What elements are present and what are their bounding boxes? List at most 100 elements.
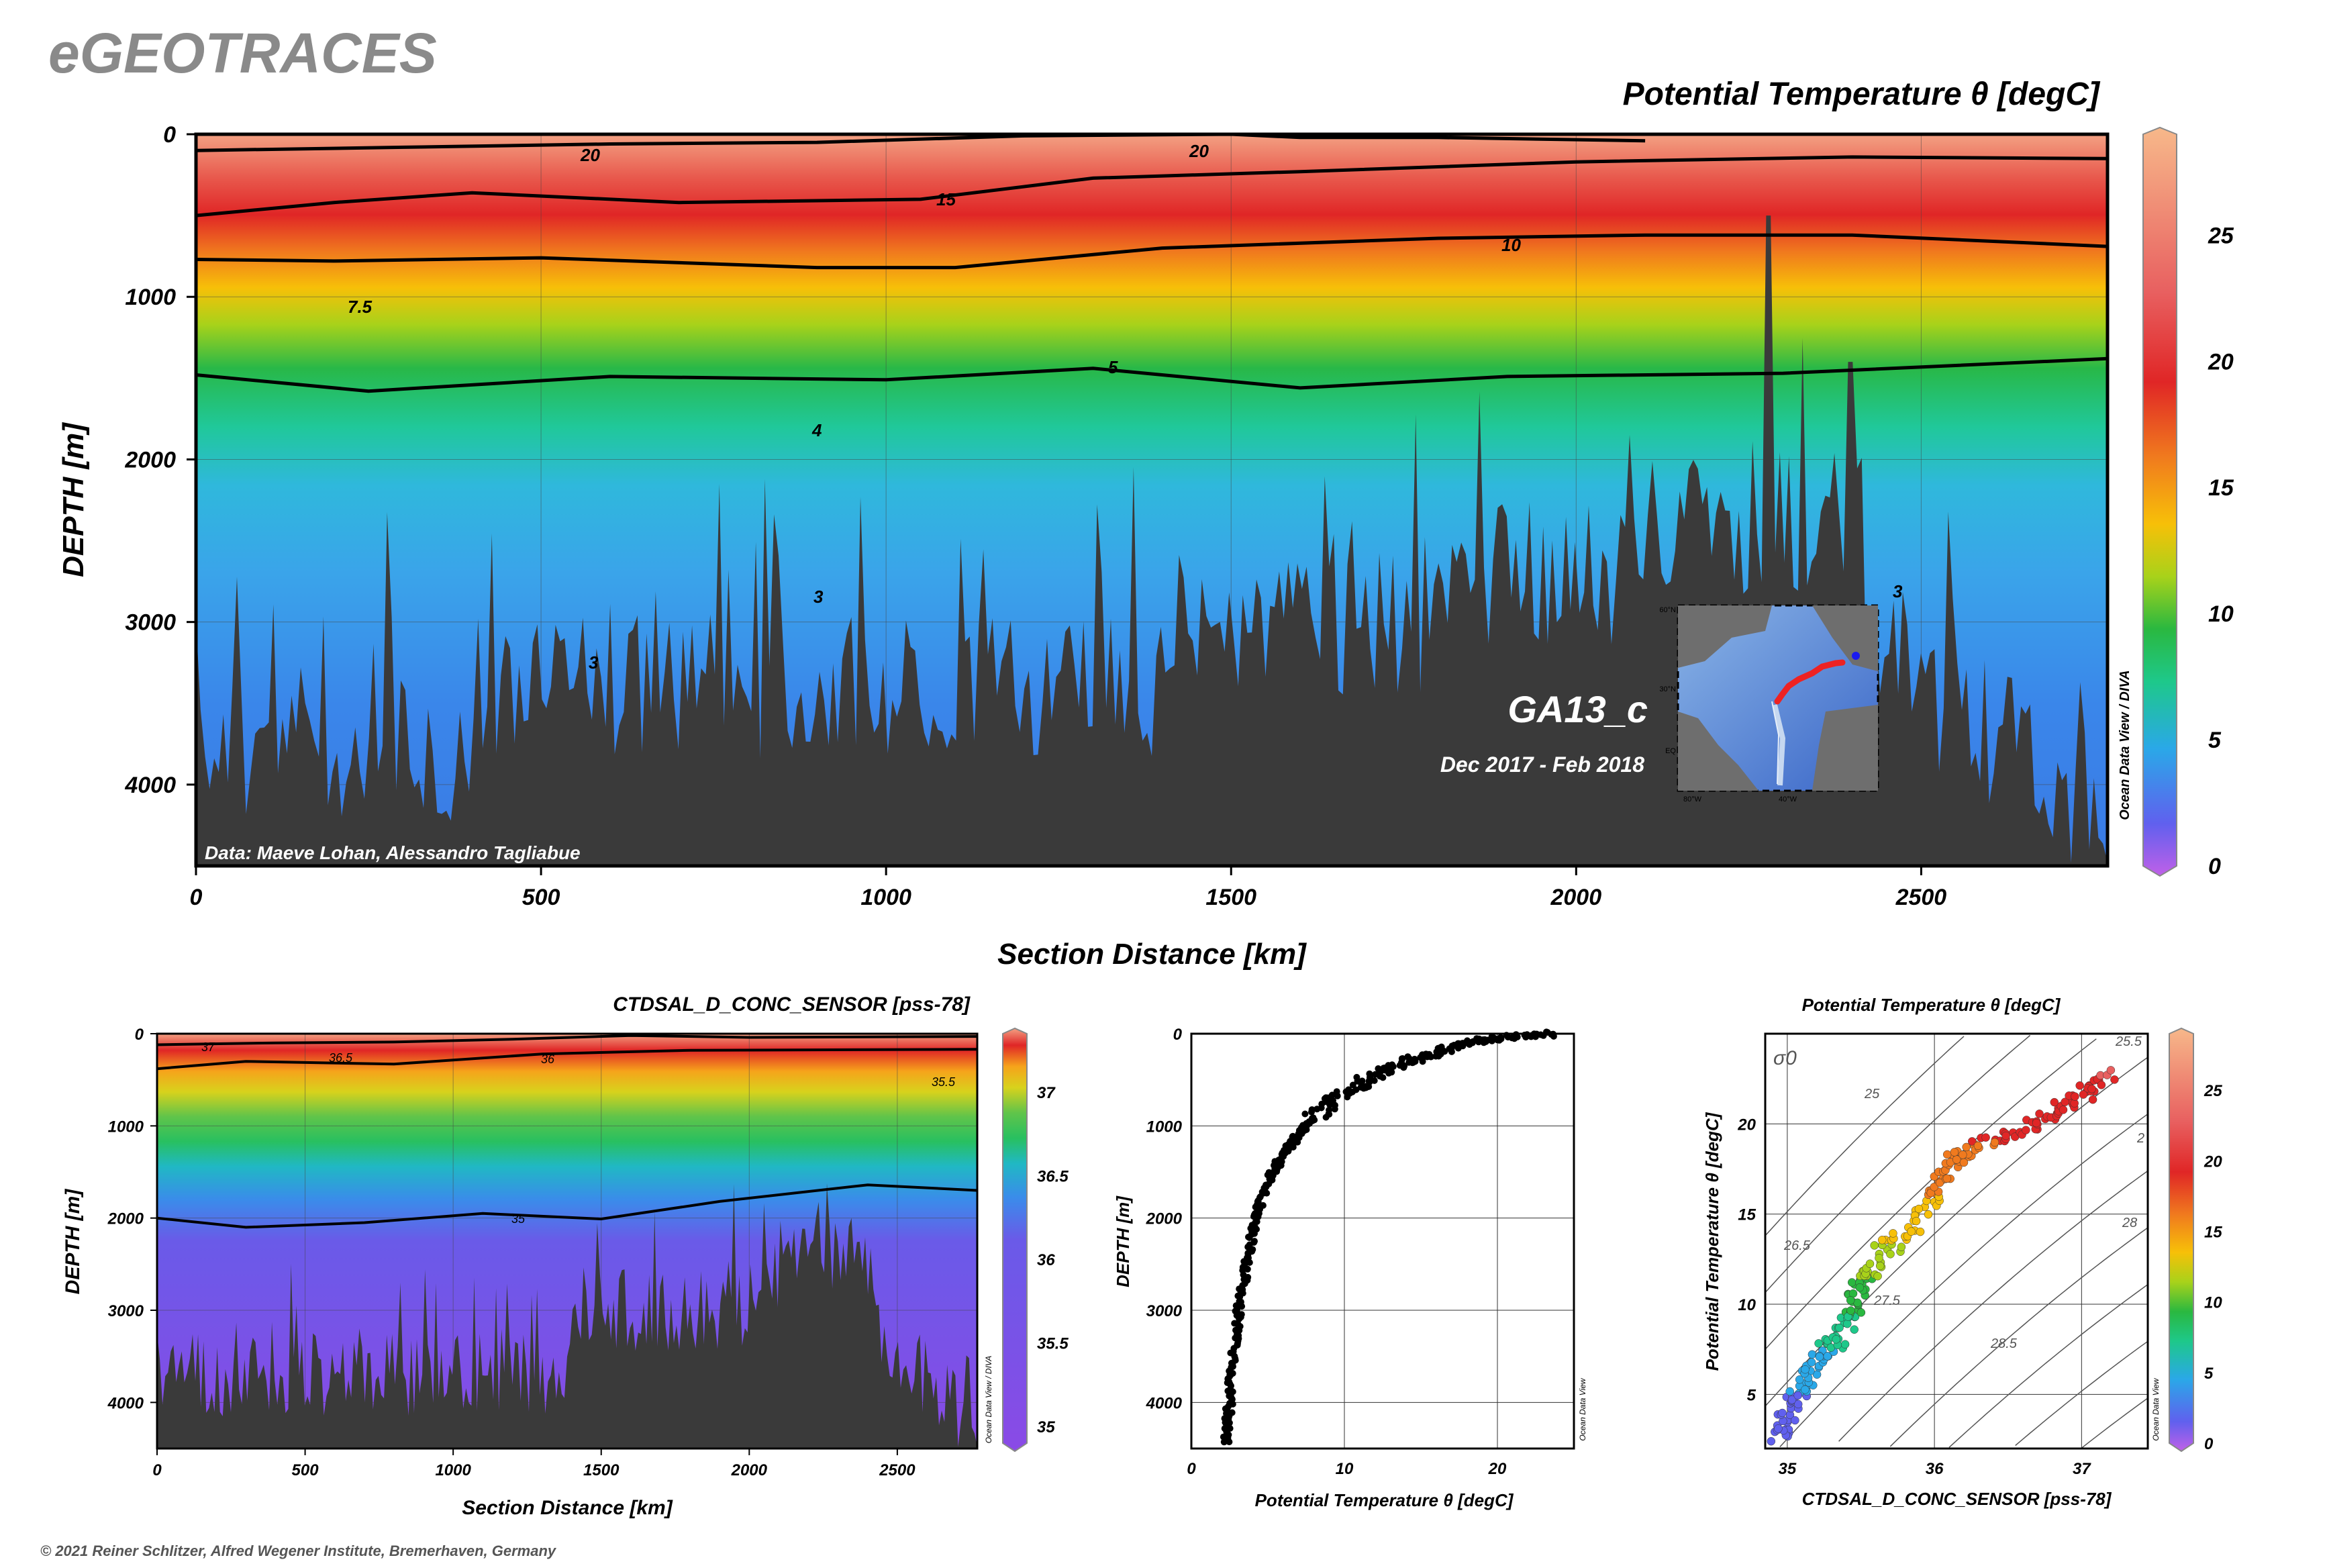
ts-point: [1875, 1261, 1885, 1271]
ts-plot-frame: [1764, 1032, 2149, 1450]
salinity-x-ticks: 0 500 1000 1500 2000 2500: [152, 1449, 915, 1479]
ts-point: [1791, 1416, 1799, 1425]
ts-density-25-5: 25.5: [2115, 1034, 2142, 1049]
profile-point: [1454, 1044, 1462, 1052]
main-y-ticks: 0 1000 2000 3000 4000: [124, 122, 196, 798]
profile-x-tick-label: 0: [1187, 1460, 1196, 1478]
ts-point: [2032, 1118, 2041, 1128]
ts-point: [1870, 1241, 1879, 1250]
ts-point: [1801, 1365, 1810, 1374]
ts-point: [1787, 1395, 1797, 1404]
profile-point: [1334, 1092, 1341, 1099]
salinity-colorbar-tick: 35: [1037, 1418, 1055, 1436]
ts-point: [1808, 1350, 1817, 1359]
main-x-tick-label: 2500: [1895, 885, 1947, 910]
profile-y-tick-label: 1000: [1146, 1118, 1183, 1136]
main-y-tick-label: 4000: [124, 773, 176, 798]
main-x-tick-label: 2000: [1550, 885, 1601, 910]
salinity-colorbar-tick: 37: [1037, 1084, 1056, 1102]
profile-point: [1405, 1059, 1413, 1066]
salinity-section-plot: CTDSAL_D_CONC_SENSOR [pss-78] 37 36.5 36…: [62, 993, 1069, 1519]
copyright-notice: © 2021 Reiner Schlitzer, Alfred Wegener …: [40, 1542, 557, 1559]
contour-label-20a: 20: [580, 145, 600, 165]
cruise-label: GA13_c: [1507, 688, 1648, 730]
ts-point: [1981, 1133, 1990, 1142]
salinity-side-label: Ocean Data View / DIVA: [984, 1356, 993, 1444]
main-x-tick-label: 0: [190, 885, 203, 910]
ts-colorbar-tick: 15: [2204, 1223, 2222, 1241]
ts-point: [1843, 1319, 1852, 1328]
profile-point: [1326, 1101, 1334, 1108]
main-y-tick-label: 0: [163, 122, 176, 148]
profile-y-tick-label: 3000: [1146, 1302, 1183, 1320]
profile-point: [1475, 1038, 1482, 1046]
profile-point: [1348, 1088, 1356, 1095]
main-contours: [195, 132, 2108, 393]
profile-x-tick-label: 20: [1488, 1460, 1507, 1478]
map-lon-40: 40°W: [1779, 795, 1797, 803]
sal-contour-label-35: 35: [511, 1212, 526, 1226]
salinity-x-tick-label: 2000: [731, 1461, 768, 1479]
ts-point: [1767, 1436, 1776, 1446]
profile-point: [1419, 1058, 1426, 1065]
salinity-colorbar-tick: 35.5: [1037, 1335, 1069, 1353]
profile-plot-field: [1191, 1034, 1574, 1449]
ts-side-label: Ocean Data View: [2151, 1377, 2161, 1440]
ts-chart-title: Potential Temperature θ [degC]: [1802, 995, 2061, 1015]
contour-label-20b: 20: [1189, 141, 1209, 161]
profile-point: [1480, 1038, 1487, 1046]
map-lat-30: 30°N: [1659, 685, 1676, 693]
salinity-x-tick-label: 0: [152, 1461, 162, 1479]
sal-contour-label-36-5: 36.5: [329, 1051, 353, 1065]
main-y-tick-label: 2000: [124, 447, 176, 473]
map-lon-80: 80°W: [1683, 795, 1702, 803]
ts-point: [1935, 1178, 1944, 1187]
map-lat-eq: EQ: [1665, 747, 1676, 755]
ts-point: [1914, 1204, 1924, 1214]
main-x-tick-label: 1500: [1205, 885, 1256, 910]
ts-point: [2071, 1092, 2079, 1101]
main-colorbar-tick: 0: [2208, 854, 2221, 879]
profile-point: [1230, 1363, 1236, 1370]
profile-point: [1494, 1036, 1501, 1042]
profile-side-label: Ocean Data View: [1578, 1377, 1587, 1440]
main-colorbar-tick: 25: [2208, 223, 2234, 248]
salinity-y-tick-label: 0: [135, 1026, 144, 1044]
ts-point: [1778, 1408, 1787, 1418]
contour-label-4: 4: [811, 420, 822, 440]
profile-points: [1220, 1028, 1557, 1446]
profile-y-tick-label: 0: [1173, 1026, 1183, 1044]
profile-y-ticks: 0 1000 2000 3000 4000: [1146, 1026, 1183, 1412]
profile-point: [1244, 1265, 1251, 1273]
ts-y-tick-label: 20: [1737, 1116, 1756, 1134]
profile-point: [1226, 1438, 1233, 1446]
salinity-x-tick-label: 2500: [879, 1461, 915, 1479]
contour-label-15: 15: [936, 189, 956, 209]
profile-y-tick-label: 4000: [1146, 1394, 1183, 1412]
sal-contour-label-35-5: 35.5: [932, 1075, 956, 1089]
main-colorbar: 0 5 10 15 20 25: [2142, 126, 2234, 879]
main-x-axis-label: Section Distance [km]: [997, 938, 1307, 971]
salinity-colorbar: 35 35.5 36 36.5 37: [1002, 1027, 1069, 1453]
ts-point: [2075, 1081, 2084, 1090]
ts-diagram: Potential Temperature θ [degC] σ0 25 26.…: [1702, 995, 2222, 1509]
main-colorbar-tick: 15: [2208, 475, 2234, 501]
ts-point: [1865, 1259, 1875, 1268]
ts-point: [1840, 1340, 1850, 1349]
ts-colorbar-ticks: 0 5 10 15 20 25: [2204, 1082, 2222, 1453]
ts-point: [1873, 1271, 1882, 1281]
ts-point: [1973, 1141, 1983, 1150]
ts-point: [1807, 1358, 1816, 1367]
profile-point: [1511, 1035, 1518, 1042]
ts-x-tick-label: 37: [2073, 1460, 2091, 1478]
ts-x-axis-label: CTDSAL_D_CONC_SENSOR [pss-78]: [1802, 1489, 2112, 1509]
salinity-chart-title: CTDSAL_D_CONC_SENSOR [pss-78]: [613, 993, 971, 1016]
ts-point: [1815, 1353, 1824, 1361]
ts-point: [1801, 1385, 1810, 1394]
profile-point: [1365, 1077, 1373, 1085]
brand-logo: eGEOTRACES: [48, 21, 437, 85]
profile-point: [1466, 1041, 1473, 1048]
ts-point: [1795, 1375, 1804, 1384]
ts-point: [1856, 1308, 1866, 1317]
